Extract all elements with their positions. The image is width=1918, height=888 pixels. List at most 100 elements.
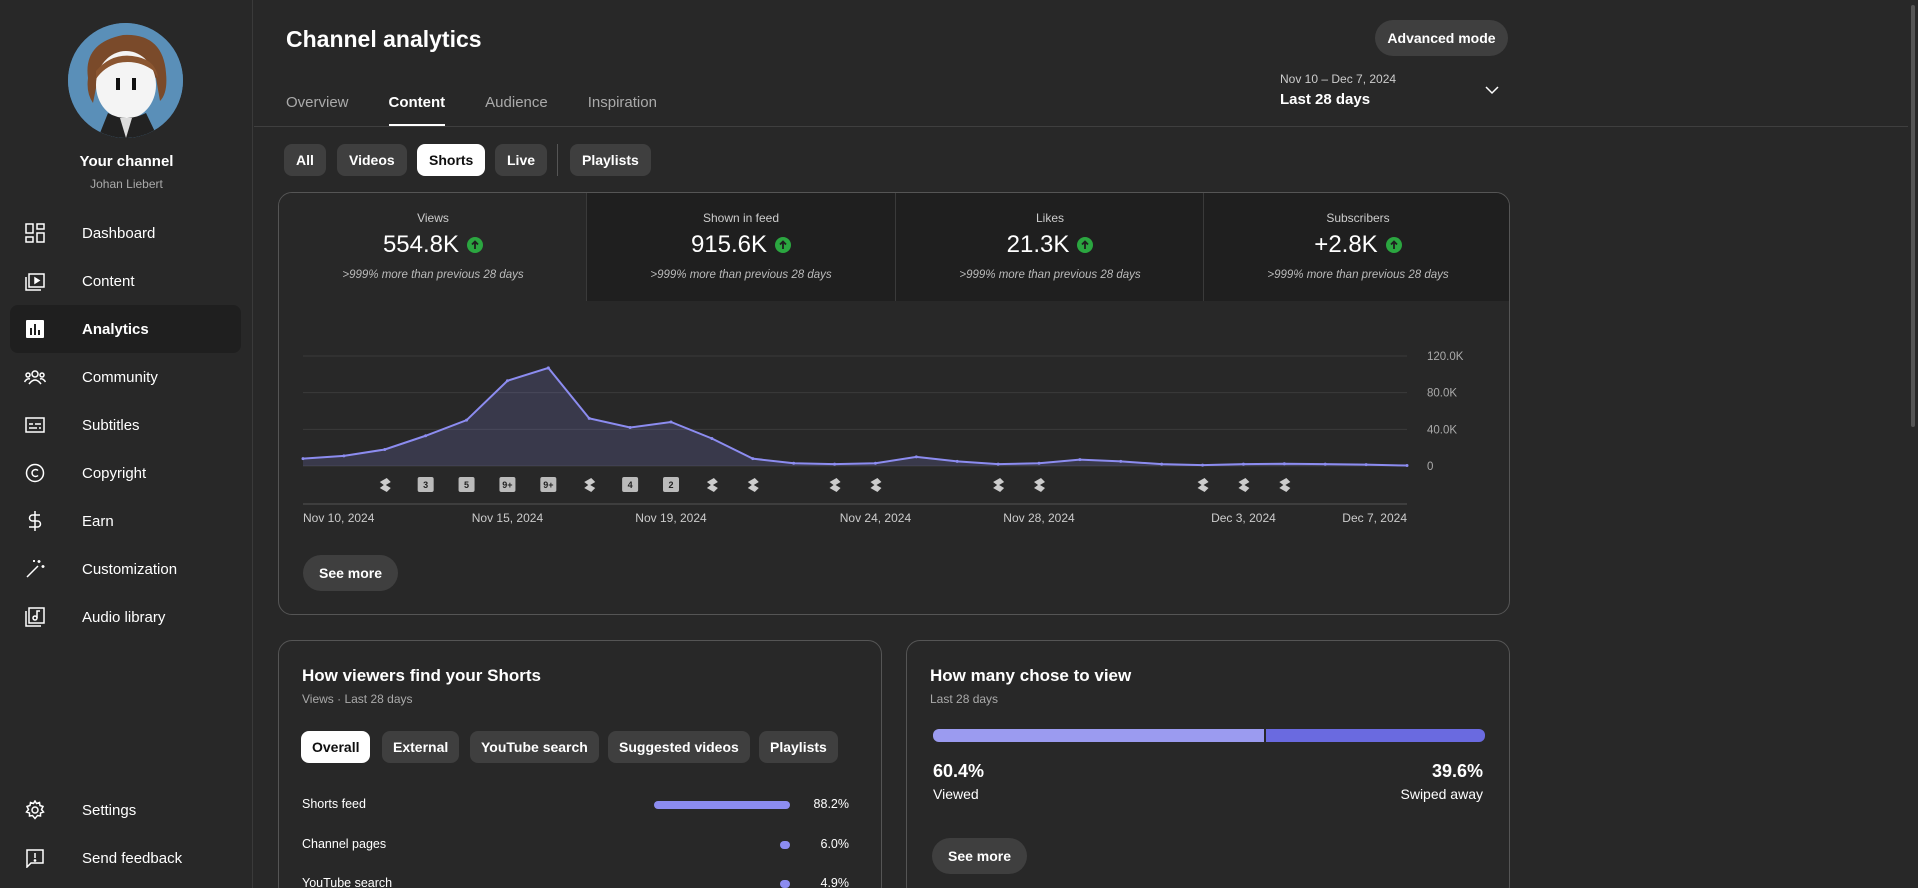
traffic-row-bar — [780, 841, 790, 849]
upload-count-label: 2 — [668, 480, 673, 490]
viewed-bar — [933, 729, 1264, 742]
sidebar-item-label: Copyright — [82, 464, 147, 482]
sidebar-item-settings[interactable]: Settings — [10, 786, 241, 834]
metric-shown-in-feed[interactable]: Shown in feed 915.6K >999% more than pre… — [587, 193, 895, 301]
swiped-label: Swiped away — [1400, 786, 1484, 802]
upload-count-badge — [499, 477, 516, 492]
metric-value: 554.8K — [382, 231, 460, 258]
chip-divider — [557, 144, 558, 176]
tab-audience[interactable]: Audience — [485, 94, 548, 111]
sidebar-item-analytics[interactable]: Analytics — [10, 305, 241, 353]
filter-chip-playlists[interactable]: Playlists — [570, 144, 651, 176]
traffic-chip-external[interactable]: External — [382, 731, 460, 763]
traffic-row-channel-pages[interactable]: Channel pages 6.0% — [302, 837, 849, 857]
traffic-chip-youtube-search[interactable]: YouTube search — [470, 731, 599, 763]
traffic-row-value: 4.9% — [820, 876, 850, 888]
chart-point — [301, 457, 305, 461]
sidebar-item-audio-library[interactable]: Audio library — [10, 593, 241, 641]
metric-value: +2.8K — [1314, 231, 1378, 258]
chevron-down-icon[interactable] — [1484, 82, 1500, 100]
metric-label: Views — [417, 211, 449, 225]
traffic-chip-suggested-videos[interactable]: Suggested videos — [608, 731, 750, 763]
filter-chip-shorts[interactable]: Shorts — [417, 144, 486, 176]
metric-value-row: +2.8K — [1204, 231, 1509, 259]
chart-point — [628, 426, 632, 429]
date-range-label[interactable]: Last 28 days — [1280, 91, 1371, 108]
traffic-row-shorts-feed[interactable]: Shorts feed 88.2% — [302, 797, 849, 817]
chart-point — [751, 457, 755, 461]
traffic-row-label: Channel pages — [302, 837, 387, 851]
chart-point — [914, 455, 918, 459]
earn-icon — [24, 510, 46, 532]
x-tick-label: Dec 7, 2024 — [1342, 511, 1407, 525]
dashboard-icon — [24, 222, 46, 244]
metric-compare: >999% more than previous 28 days — [650, 269, 832, 281]
metric-divider — [1203, 193, 1204, 301]
filter-chip-all[interactable]: All — [284, 144, 326, 176]
metric-value-row: 915.6K — [587, 231, 895, 259]
sidebar-item-content[interactable]: Content — [10, 257, 241, 305]
card-subtitle: Views · Last 28 days — [302, 692, 413, 706]
upload-count-badge — [458, 477, 475, 492]
sidebar-item-subtitles[interactable]: Subtitles — [10, 401, 241, 449]
metric-compare: >999% more than previous 28 days — [1267, 269, 1449, 281]
subtitles-icon — [24, 414, 46, 436]
x-tick-label: Dec 3, 2024 — [1211, 511, 1276, 525]
swiped-away-bar — [1266, 729, 1485, 742]
tab-content[interactable]: Content — [388, 94, 446, 127]
views-chart[interactable]: 120.0K 80.0K 40.0K 0 3 5 9+ 9+ 4 2 Nov 10, 2024 Nov… — [279, 301, 1510, 561]
chart-point — [996, 462, 1000, 466]
traffic-chip-playlists[interactable]: Playlists — [759, 731, 838, 763]
arrow-up-icon — [1385, 237, 1402, 253]
avatar[interactable] — [68, 23, 183, 138]
y-tick-label: 120.0K — [1427, 351, 1464, 363]
chart-point — [669, 420, 673, 424]
chart-point — [833, 462, 837, 466]
upload-count-badge — [417, 477, 434, 492]
metric-views[interactable]: Views 554.8K >999% more than previous 28… — [279, 193, 587, 301]
scrollbar[interactable] — [1908, 0, 1918, 888]
traffic-row-youtube-search[interactable]: YouTube search 4.9% — [302, 876, 849, 888]
sidebar-item-send-feedback[interactable]: Send feedback — [10, 834, 241, 882]
traffic-chip-overall[interactable]: Overall — [301, 731, 371, 763]
date-range[interactable]: Nov 10 – Dec 7, 2024 — [1280, 72, 1397, 86]
x-tick-label: Nov 28, 2024 — [1003, 511, 1075, 525]
traffic-row-bar — [654, 801, 790, 809]
advanced-mode-button[interactable]: Advanced mode — [1375, 20, 1508, 56]
chart-point — [1119, 459, 1123, 463]
filter-chip-live[interactable]: Live — [495, 144, 548, 176]
tab-overview[interactable]: Overview — [286, 94, 349, 111]
customization-icon — [24, 558, 46, 580]
shorts-marker-icon — [706, 478, 718, 492]
filter-chip-videos[interactable]: Videos — [337, 144, 407, 176]
y-tick-label: 80.0K — [1427, 388, 1457, 400]
upload-count-badge — [622, 477, 639, 492]
metric-subscribers[interactable]: Subscribers +2.8K >999% more than previo… — [1204, 193, 1509, 301]
community-icon — [24, 366, 46, 388]
sidebar-item-customization[interactable]: Customization — [10, 545, 241, 593]
shorts-marker-icon — [1279, 478, 1291, 492]
viewed-percent: 60.4% — [933, 761, 985, 781]
metric-likes[interactable]: Likes 21.3K >999% more than previous 28 … — [896, 193, 1204, 301]
sidebar-item-community[interactable]: Community — [10, 353, 241, 401]
scrollbar-thumb[interactable] — [1911, 5, 1915, 427]
chart-point — [792, 461, 796, 465]
chart-point — [1037, 461, 1041, 465]
sidebar-item-earn[interactable]: Earn — [10, 497, 241, 545]
viewed-vs-swiped-card: How many chose to view Last 28 days 60.4… — [906, 640, 1510, 888]
chart-point — [383, 448, 387, 451]
see-more-button[interactable]: See more — [932, 838, 1028, 874]
audio-library-icon — [24, 606, 46, 628]
see-more-button[interactable]: See more — [303, 555, 399, 591]
analytics-card: Views 554.8K >999% more than previous 28… — [278, 192, 1510, 615]
shorts-marker-icon — [379, 478, 391, 492]
tab-inspiration[interactable]: Inspiration — [587, 94, 657, 111]
sidebar-item-dashboard[interactable]: Dashboard — [10, 209, 241, 257]
analytics-icon — [24, 318, 46, 340]
sidebar-item-label: Settings — [82, 801, 137, 819]
traffic-row-bar — [780, 880, 790, 888]
chart-area — [303, 367, 1407, 466]
arrow-up-icon — [775, 237, 792, 253]
chart-point — [587, 416, 591, 420]
sidebar-item-copyright[interactable]: Copyright — [10, 449, 241, 497]
